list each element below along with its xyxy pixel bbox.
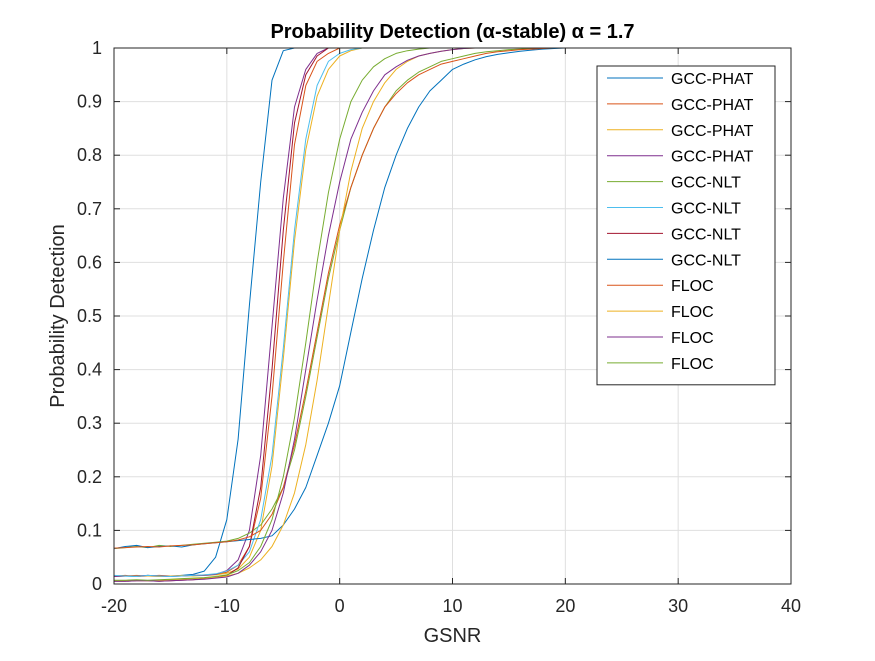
legend-label: GCC-PHAT <box>671 97 754 114</box>
x-axis-title: GSNR <box>424 625 482 647</box>
legend-label: FLOC <box>671 330 714 347</box>
y-tick-label: 0.3 <box>77 413 102 433</box>
y-tick-label: 0.8 <box>77 145 102 165</box>
legend-label: GCC-PHAT <box>671 149 754 166</box>
legend-label: FLOC <box>671 356 714 373</box>
x-tick-label: 20 <box>555 596 575 616</box>
y-tick-label: 0.4 <box>77 360 102 380</box>
x-tick-label: -10 <box>214 596 240 616</box>
axis-ticks: -20 -10 0 10 20 30 40 0 0.1 0.2 0.3 0.4 0.5 0.6 0.7 0.8… <box>77 38 801 616</box>
y-tick-label: 0.2 <box>77 467 102 487</box>
x-tick-label: 40 <box>781 596 801 616</box>
legend-label: GCC-NLT <box>671 226 741 243</box>
y-tick-label: 1 <box>92 38 102 58</box>
y-axis-title: Probability Detection <box>47 224 69 407</box>
legend-label: GCC-NLT <box>671 201 741 218</box>
y-tick-label: 0.5 <box>77 306 102 326</box>
y-tick-label: 0.1 <box>77 520 102 540</box>
legend-label: FLOC <box>671 278 714 295</box>
legend-label: GCC-PHAT <box>671 123 754 140</box>
chart-title: Probability Detection (α-stable) α = 1.7 <box>270 21 634 43</box>
y-tick-label: 0.9 <box>77 92 102 112</box>
legend-box <box>596 65 776 386</box>
x-tick-label: 0 <box>335 596 345 616</box>
legend-label: GCC-NLT <box>671 252 741 269</box>
x-tick-label: 10 <box>442 596 462 616</box>
x-tick-label: 30 <box>668 596 688 616</box>
legend-label: GCC-NLT <box>671 175 741 192</box>
x-tick-label: -20 <box>101 596 127 616</box>
legend-label: GCC-PHAT <box>671 71 754 88</box>
y-tick-label: 0 <box>92 574 102 594</box>
legend-label: FLOC <box>671 304 714 321</box>
y-tick-label: 0.6 <box>77 252 102 272</box>
y-tick-label: 0.7 <box>77 199 102 219</box>
legend: GCC-PHAT GCC-PHAT GCC-PHAT GCC-PHAT GCC-NLT G… <box>596 65 776 386</box>
